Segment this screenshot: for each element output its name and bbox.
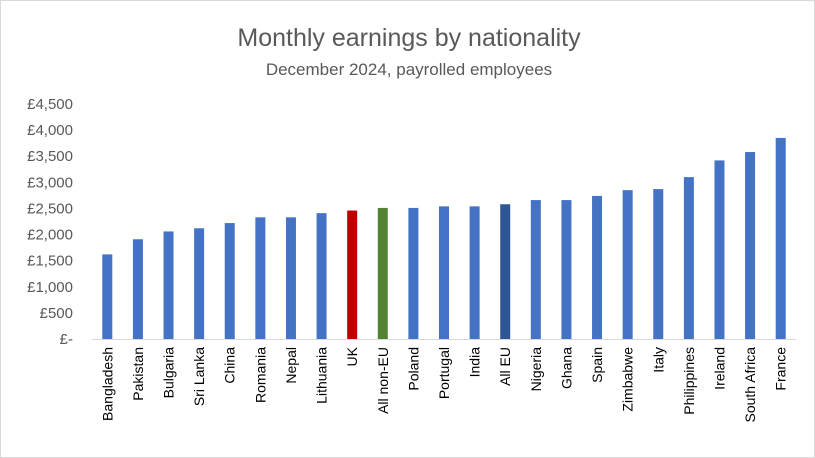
bar-all-non-eu	[377, 207, 388, 339]
x-category-label: Portugal	[436, 347, 452, 399]
x-category-label: Nigeria	[528, 347, 544, 392]
bar-romania	[255, 217, 266, 339]
y-tick-label: £2,500	[27, 200, 73, 217]
y-axis-ticks: £- £500 £1,000 £1,500 £2,000 £2,500 £3,000 £3,5…	[27, 96, 73, 348]
bar-lithuania	[316, 213, 327, 339]
bar-china	[224, 223, 235, 339]
x-category-label: Lithuania	[314, 347, 330, 404]
bar-bulgaria	[163, 231, 174, 339]
bar-uk	[347, 210, 358, 339]
bar-philippines	[683, 177, 694, 339]
bar-nigeria	[530, 200, 541, 339]
bar-ghana	[561, 200, 572, 339]
bar-south-africa	[745, 152, 756, 339]
bar-sri-lanka	[194, 228, 205, 339]
bar-pakistan	[132, 239, 143, 339]
bar-india	[469, 206, 480, 339]
x-category-label: France	[773, 347, 789, 391]
x-category-label: Spain	[589, 347, 605, 383]
y-tick-label: £500	[40, 305, 73, 322]
y-tick-label: £1,000	[27, 279, 73, 296]
bar-italy	[653, 189, 664, 339]
y-tick-label: £2,000	[27, 227, 73, 244]
x-category-label: Nepal	[283, 347, 299, 384]
x-category-label: Bangladesh	[99, 347, 115, 421]
bar-portugal	[439, 206, 449, 339]
x-category-label: Philippines	[681, 347, 697, 415]
x-category-label: Sri Lanka	[191, 347, 207, 406]
y-tick-label: £3,000	[27, 174, 73, 191]
bar-nepal	[285, 217, 296, 339]
bar-bangladesh	[102, 254, 113, 339]
x-axis-labels: Bangladesh Pakistan Bulgaria Sri Lanka China…	[99, 346, 788, 422]
y-tick-label: £4,500	[27, 96, 73, 113]
x-category-label: All non-EU	[375, 347, 391, 414]
bar-poland	[408, 207, 419, 339]
x-category-label: Romania	[252, 347, 268, 403]
x-category-label: Italy	[650, 347, 666, 373]
x-category-label: Poland	[405, 347, 421, 391]
bar-ireland	[714, 160, 725, 339]
bar-zimbabwe	[622, 190, 633, 339]
bar-france	[775, 137, 786, 339]
x-category-label: All EU	[497, 347, 513, 386]
x-category-label: South Africa	[742, 347, 758, 423]
y-tick-label: £3,500	[27, 148, 73, 165]
x-category-label: UK	[344, 346, 360, 366]
x-category-label: China	[222, 347, 238, 384]
y-tick-label: £4,000	[27, 122, 73, 139]
x-category-label: Bulgaria	[161, 347, 177, 399]
bar-all-eu	[500, 204, 511, 339]
x-category-label: Zimbabwe	[620, 347, 636, 412]
x-category-label: Ireland	[711, 347, 727, 390]
bars-group	[102, 137, 786, 339]
chart-title: Monthly earnings by nationality	[237, 24, 581, 52]
chart-subtitle: December 2024, payrolled employees	[266, 60, 552, 79]
y-tick-label: £-	[60, 331, 73, 348]
x-category-label: Pakistan	[130, 347, 146, 401]
x-category-label: India	[467, 347, 483, 378]
bar-spain	[592, 195, 603, 339]
y-tick-label: £1,500	[27, 253, 73, 270]
x-category-label: Ghana	[558, 347, 574, 389]
